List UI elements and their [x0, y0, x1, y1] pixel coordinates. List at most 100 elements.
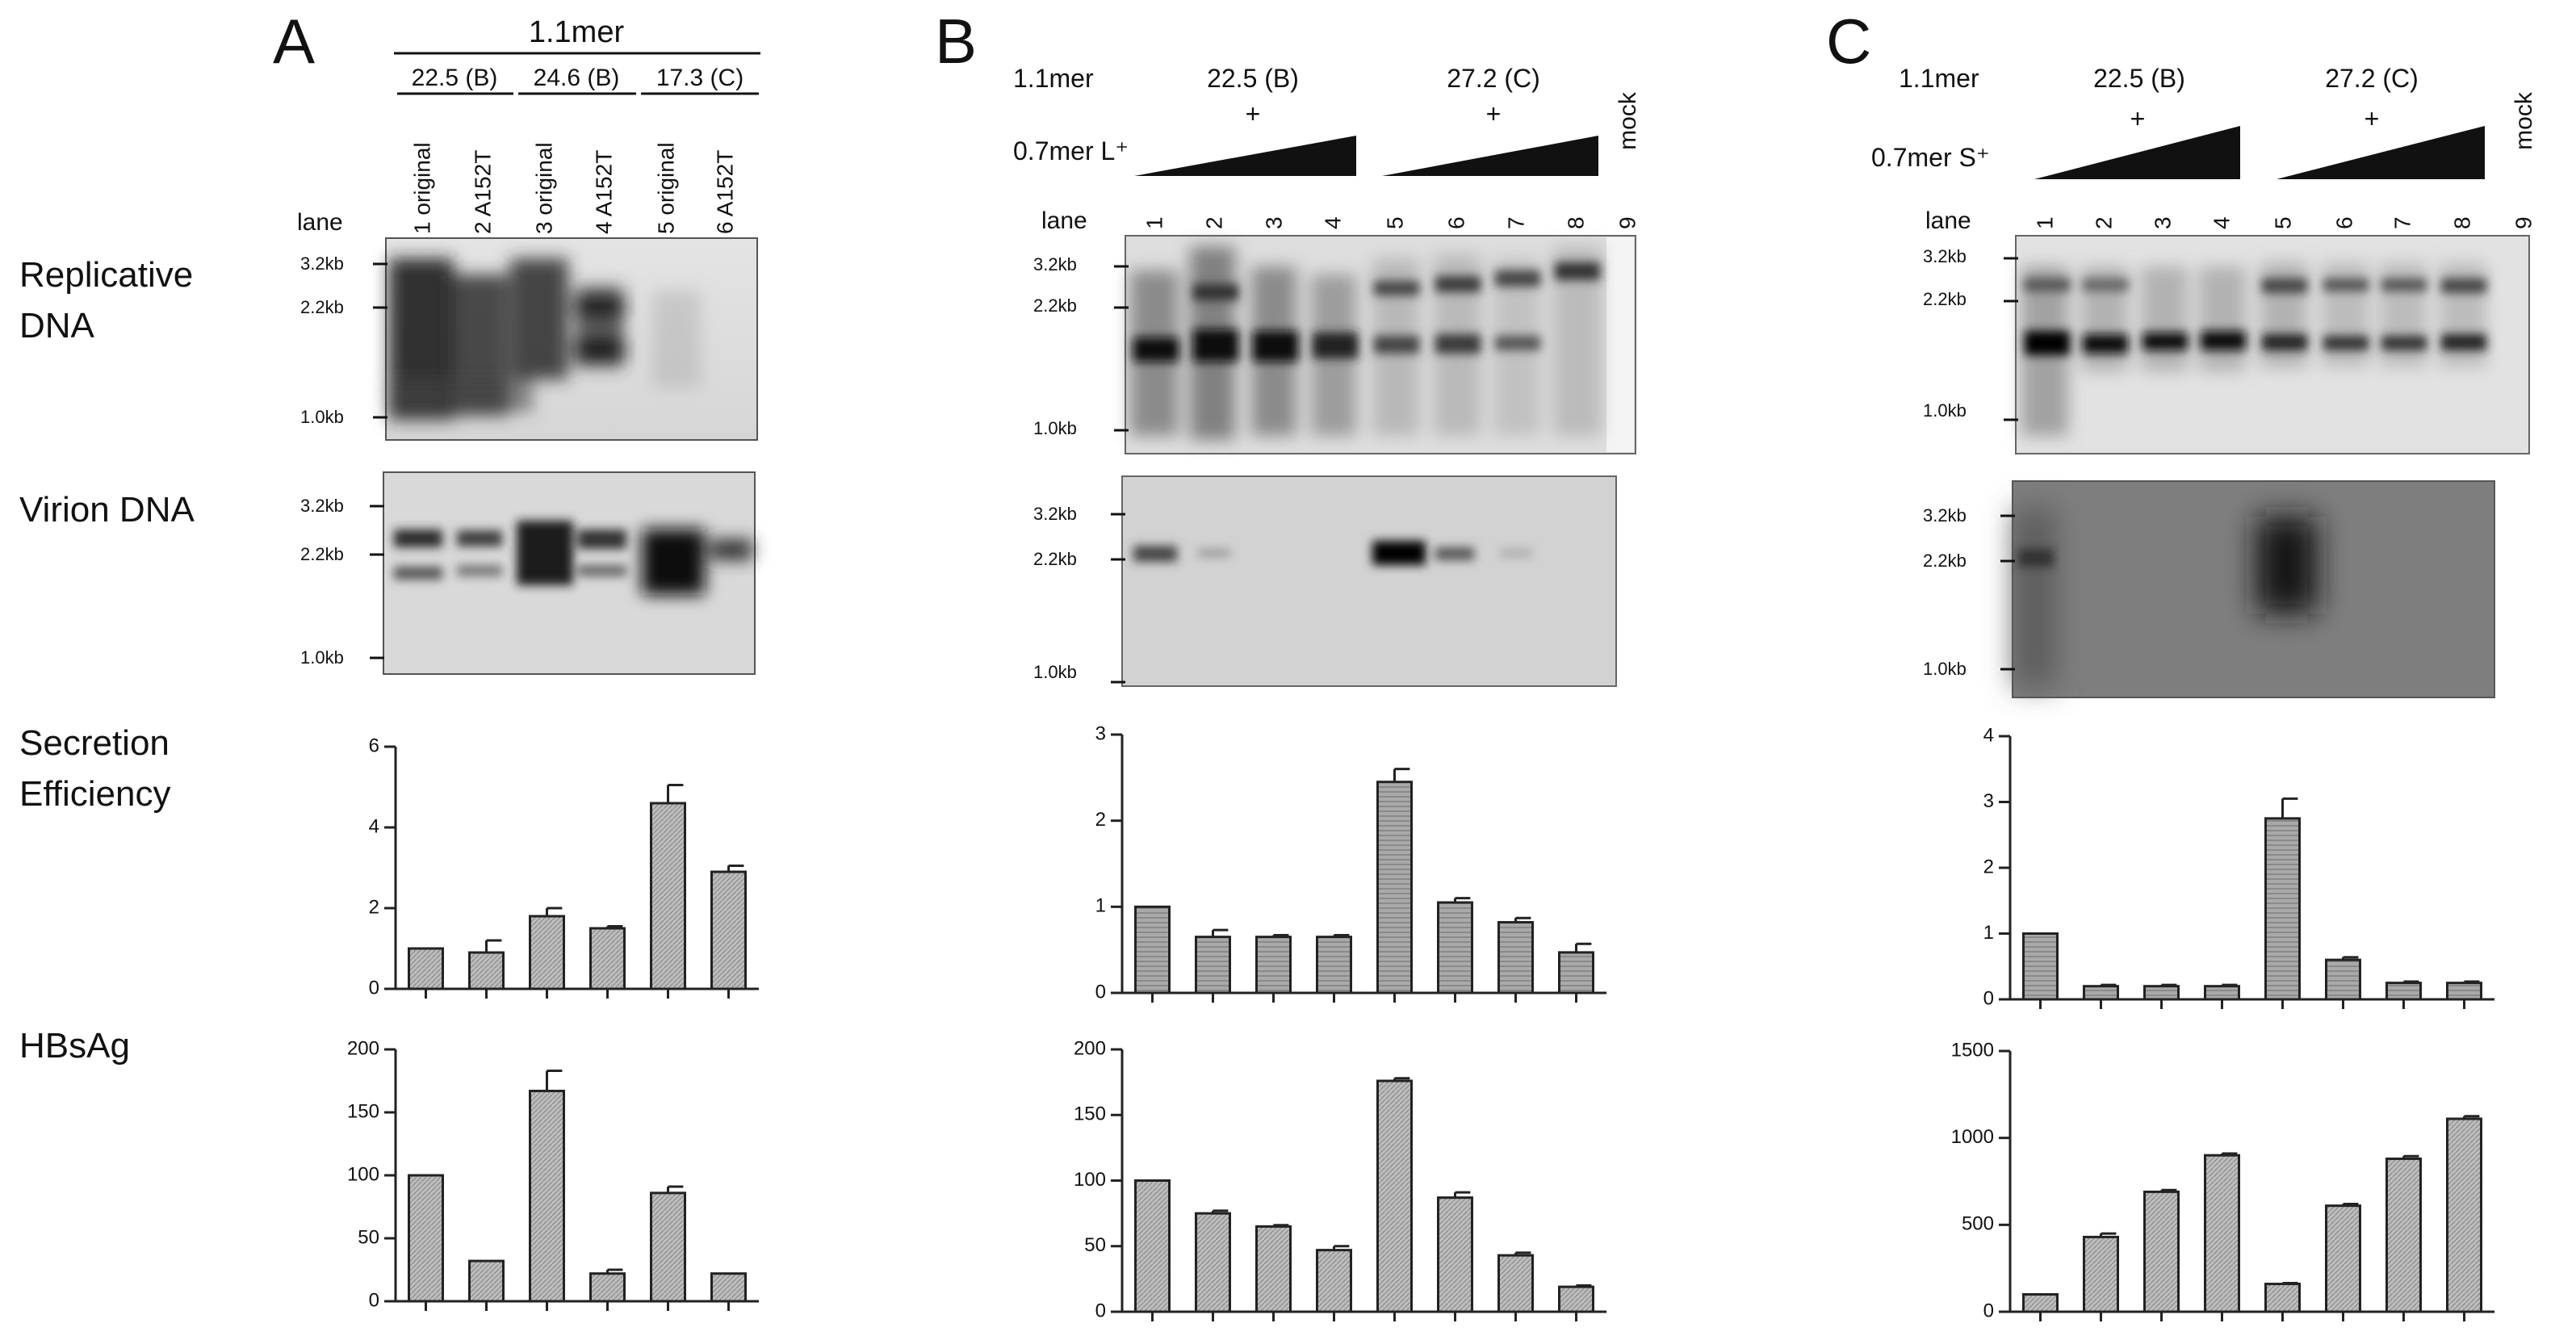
- bar: [2083, 1235, 2119, 1313]
- panel-b-letter: B: [935, 6, 977, 77]
- bar: [2385, 1158, 2422, 1313]
- panel-b-vir-marker-22: 2.2kb: [1033, 549, 1077, 569]
- bar: [589, 927, 626, 990]
- panel-a-rep-marker-22: 2.2kb: [300, 297, 344, 317]
- panel-a-vir-marker-22: 2.2kb: [300, 544, 344, 564]
- panel-c-construct: 1.1mer: [1899, 64, 1979, 93]
- bar: [2143, 985, 2180, 1001]
- lane-label: 1 original: [409, 142, 434, 234]
- lane-label: 5: [1382, 216, 1407, 229]
- panel-b-secretion-chart: 0 1 2 3: [1095, 722, 1606, 1003]
- panel-c-mock-label: mock: [2511, 91, 2537, 150]
- bar: [1497, 1254, 1534, 1313]
- bar: [2022, 1292, 2059, 1313]
- bar: [2385, 982, 2422, 1001]
- lane-label: 7: [2390, 216, 2415, 229]
- bar: [529, 915, 565, 990]
- panel-b-group-1: 22.5 (B): [1207, 64, 1299, 93]
- panel-a-lane-labels: 1 original 2 A152T 3 original 4 A152T 5 orig…: [409, 142, 737, 234]
- bar: [2204, 985, 2240, 1001]
- bar: [2264, 1283, 2301, 1313]
- bar: [1255, 936, 1292, 995]
- lane-label: 4: [2209, 216, 2234, 229]
- bar: [2446, 1117, 2482, 1313]
- y-tick-label: 0: [1095, 1300, 1106, 1321]
- y-tick-label: 3: [1983, 790, 1994, 812]
- panel-a-secretion-chart: 0 2 4 6: [369, 735, 759, 999]
- panel-a-group-2: 24.6 (B): [534, 65, 620, 91]
- bar: [589, 1272, 626, 1303]
- panel-c-rep-marker-32: 3.2kb: [1923, 246, 1967, 266]
- lane-label: 6: [1443, 216, 1468, 229]
- bar: [1558, 951, 1594, 995]
- panel-c-letter: C: [1826, 6, 1871, 77]
- panel-c: C 1.1mer 22.5 (B) 27.2 (C) + + 0.7mer S⁺…: [1826, 6, 2537, 1321]
- panel-c-vir-marker-22: 2.2kb: [1923, 551, 1967, 571]
- y-tick-label: 1500: [1951, 1039, 1994, 1061]
- panel-b-mock-label: mock: [1615, 91, 1641, 150]
- bar: [1195, 1212, 1231, 1313]
- y-tick-label: 0: [1983, 1300, 1994, 1321]
- panel-c-replicative-blot: 3.2kb 2.2kb 1.0kb: [1923, 235, 2530, 454]
- bar: [710, 1272, 747, 1303]
- panel-b-vir-marker-10: 1.0kb: [1033, 662, 1077, 682]
- bar: [2325, 958, 2361, 1001]
- panel-a-virion-blot: 3.2kb 2.2kb 1.0kb: [300, 471, 756, 675]
- row-label-efficiency: Efficiency: [19, 774, 171, 814]
- lane-label: 3: [1261, 216, 1286, 229]
- panel-c-lane-labels: 1 2 3 4 5 6 7 8 9: [2032, 216, 2536, 229]
- bar: [1316, 1249, 1352, 1313]
- panel-a-vir-marker-10: 1.0kb: [300, 647, 344, 668]
- lane-label: 5: [2270, 216, 2295, 229]
- bar: [1134, 905, 1171, 995]
- y-tick-label: 150: [347, 1100, 379, 1122]
- panel-b-rep-marker-22: 2.2kb: [1033, 295, 1077, 316]
- panel-b-gradient-wedge-2: [1382, 136, 1598, 176]
- bar: [1376, 1079, 1413, 1313]
- panel-b: B 1.1mer 22.5 (B) 27.2 (C) + + 0.7mer L⁺…: [935, 6, 1641, 1321]
- panel-a-rep-marker-32: 3.2kb: [300, 253, 344, 274]
- lane-label: 4: [1320, 216, 1345, 229]
- panel-a-vir-marker-32: 3.2kb: [300, 496, 344, 516]
- panel-c-virion-blot: 3.2kb 2.2kb 1.0kb: [1923, 480, 2495, 698]
- y-tick-label: 6: [369, 735, 379, 756]
- panel-c-cotransfect: 0.7mer S⁺: [1871, 143, 1990, 172]
- lane-label: 8: [1563, 216, 1588, 229]
- y-tick-label: 0: [369, 977, 379, 999]
- bar: [1437, 901, 1473, 995]
- lane-label: 3 original: [531, 142, 556, 234]
- bar: [2325, 1204, 2361, 1313]
- bar: [2264, 817, 2301, 1001]
- panel-b-replicative-blot: 3.2kb 2.2kb 1.0kb: [1033, 235, 1636, 454]
- lane-label: 7: [1503, 216, 1528, 229]
- panel-b-lane-labels: 1 2 3 4 5 6 7 8 9: [1141, 216, 1640, 229]
- row-label-replicative: Replicative: [19, 255, 193, 295]
- y-tick-label: 1: [1983, 922, 1994, 944]
- panel-c-plus-2: +: [2364, 104, 2380, 133]
- panel-c-group-2: 27.2 (C): [2325, 64, 2419, 93]
- panel-a-lane-word: lane: [297, 209, 343, 236]
- bar: [2204, 1154, 2240, 1313]
- bar: [2083, 985, 2119, 1001]
- panel-c-vir-marker-10: 1.0kb: [1923, 659, 1967, 679]
- panel-b-virion-blot-frame: [1121, 475, 1617, 687]
- bar: [1497, 921, 1534, 995]
- panel-c-gradient-wedge-1: [2034, 126, 2240, 179]
- bar: [2143, 1190, 2180, 1313]
- y-tick-label: 100: [1074, 1169, 1106, 1191]
- panel-b-rep-marker-10: 1.0kb: [1033, 418, 1077, 438]
- bar: [650, 802, 686, 990]
- lane-label: 2: [1201, 216, 1226, 229]
- bar: [2022, 932, 2059, 1001]
- bar: [408, 947, 444, 990]
- panel-c-vir-marker-32: 3.2kb: [1923, 505, 1967, 526]
- bar: [2446, 982, 2482, 1001]
- bar: [468, 1259, 505, 1303]
- panel-c-gradient-wedge-2: [2277, 126, 2485, 179]
- row-label-secretion: Secretion: [19, 723, 170, 763]
- panel-c-rep-marker-10: 1.0kb: [1923, 400, 1967, 421]
- panel-b-lane-word: lane: [1041, 207, 1087, 234]
- y-tick-label: 2: [369, 896, 379, 918]
- y-tick-label: 2: [1983, 856, 1994, 877]
